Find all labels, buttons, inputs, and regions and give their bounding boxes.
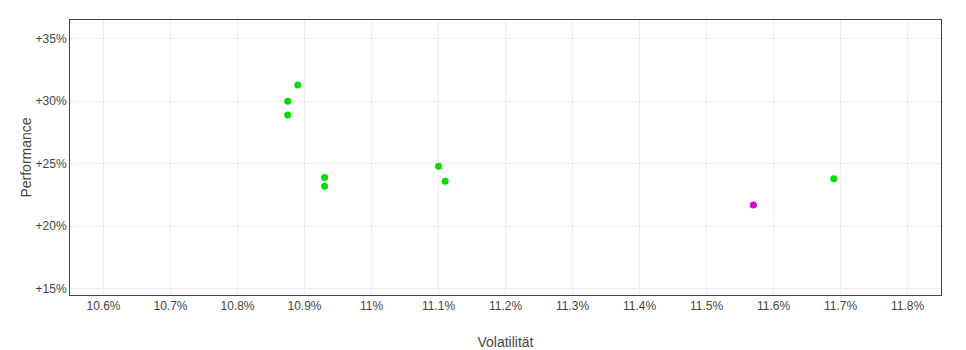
svg-text:11%: 11% <box>360 299 383 313</box>
svg-text:11.6%: 11.6% <box>757 299 790 313</box>
svg-text:11.3%: 11.3% <box>556 299 589 313</box>
svg-text:+35%: +35% <box>36 32 67 46</box>
svg-text:+15%: +15% <box>36 282 67 296</box>
svg-text:10.7%: 10.7% <box>153 299 187 313</box>
svg-text:+30%: +30% <box>36 94 67 108</box>
svg-text:+25%: +25% <box>36 157 67 171</box>
svg-text:11.7%: 11.7% <box>824 299 857 313</box>
svg-text:11.5%: 11.5% <box>690 299 723 313</box>
svg-text:+20%: +20% <box>36 219 67 233</box>
svg-text:11.1%: 11.1% <box>422 299 455 313</box>
svg-text:11.4%: 11.4% <box>623 299 656 313</box>
svg-text:11.8%: 11.8% <box>891 299 924 313</box>
svg-text:Volatilität: Volatilität <box>477 334 533 350</box>
svg-text:Performance: Performance <box>18 117 34 197</box>
svg-text:10.8%: 10.8% <box>220 299 254 313</box>
svg-text:10.6%: 10.6% <box>86 299 120 313</box>
svg-text:11.2%: 11.2% <box>489 299 522 313</box>
svg-text:10.9%: 10.9% <box>287 299 321 313</box>
